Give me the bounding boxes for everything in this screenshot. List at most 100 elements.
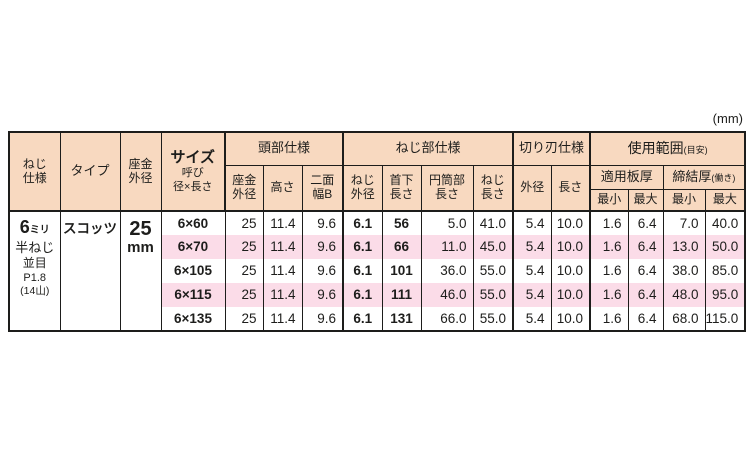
col-header-width-across-flats-line2: 幅B <box>312 186 333 201</box>
cell-blade-od: 5.4 <box>512 259 552 283</box>
col-header-size-sub2: 径×長さ <box>173 180 213 193</box>
cell-head-washer-od: 25 <box>224 283 264 307</box>
col-header-head-washer-od-line2: 外径 <box>232 186 257 201</box>
cell-size: 6×70 <box>160 235 226 259</box>
cell-fasten-min: 68.0 <box>662 307 706 331</box>
cell-size: 6×60 <box>160 210 226 235</box>
usage-range-note: (目安) <box>683 145 708 156</box>
col-header-thread-length: ねじ 長さ <box>472 164 514 212</box>
cell-cylinder-length: 66.0 <box>420 307 474 331</box>
col-header-thread-od: ねじ 外径 <box>342 164 383 212</box>
col-header-size-title: サイズ <box>170 148 216 166</box>
cell-cylinder-length: 11.0 <box>420 235 474 259</box>
col-header-washer-od-line1: 座金 <box>128 156 153 171</box>
cell-head-washer-od: 25 <box>224 235 264 259</box>
fastening-thickness-note: (働き) <box>711 172 736 183</box>
cell-thread-length: 41.0 <box>472 210 514 235</box>
screw-spec-table: ねじ 仕様 タイプ 座金 外径 サイズ 呼び 径×長さ 頭部仕様 ねじ部仕様 切… <box>8 131 747 332</box>
col-header-washer-od: 座金 外径 <box>119 131 162 212</box>
col-header-plate-min: 最小 <box>589 188 629 212</box>
cell-size: 6×135 <box>160 307 226 331</box>
cell-fasten-min: 13.0 <box>662 235 706 259</box>
cell-fasten-min: 7.0 <box>662 210 706 235</box>
subgroup-header-fastening-thickness: 締結厚(働き) <box>662 164 746 190</box>
cell-blade-od: 5.4 <box>512 283 552 307</box>
cell-blade-od: 5.4 <box>512 235 552 259</box>
cell-fasten-max: 50.0 <box>704 235 746 259</box>
cell-plate-min: 1.6 <box>589 259 629 283</box>
cell-head-height: 11.4 <box>262 283 303 307</box>
washer-od-cell: 25 mm <box>119 210 162 331</box>
col-header-fasten-min: 最小 <box>662 188 706 212</box>
cell-plate-min: 1.6 <box>589 307 629 331</box>
cell-blade-length: 10.0 <box>550 283 591 307</box>
cell-plate-min: 1.6 <box>589 235 629 259</box>
group-header-head-spec: 頭部仕様 <box>224 131 344 166</box>
group-header-thread-spec: ねじ部仕様 <box>342 131 514 166</box>
cell-neck-length: 66 <box>381 235 422 259</box>
col-header-head-height: 高さ <box>262 164 303 212</box>
cell-cylinder-length: 46.0 <box>420 283 474 307</box>
col-header-size: サイズ 呼び 径×長さ <box>160 131 226 212</box>
usage-range-label: 使用範囲 <box>627 140 684 157</box>
cell-plate-min: 1.6 <box>589 210 629 235</box>
fastening-thickness-label: 締結厚 <box>672 168 712 184</box>
cell-neck-length: 56 <box>381 210 422 235</box>
group-header-blade-spec: 切り刃仕様 <box>512 131 591 166</box>
col-header-cylinder-length: 円筒部 長さ <box>420 164 474 212</box>
cell-plate-max: 6.4 <box>627 307 664 331</box>
cell-neck-length: 101 <box>381 259 422 283</box>
subgroup-header-plate-thickness: 適用板厚 <box>589 164 664 190</box>
type-value: スコッツ <box>63 221 117 236</box>
type-cell: スコッツ <box>59 210 121 331</box>
cell-head-washer-od: 25 <box>224 210 264 235</box>
col-header-type: タイプ <box>59 131 121 212</box>
cell-plate-max: 6.4 <box>627 259 664 283</box>
col-header-cylinder-length-line1: 円筒部 <box>428 172 465 187</box>
cell-head-washer-od: 25 <box>224 307 264 331</box>
cell-fasten-max: 115.0 <box>704 307 746 331</box>
cell-fasten-min: 38.0 <box>662 259 706 283</box>
screw-spec-stack: 6ミリ 半ねじ 並目 P1.8 (14山) <box>10 213 59 298</box>
cell-thread-length: 55.0 <box>472 259 514 283</box>
col-header-width-across-flats-line1: 二面 <box>310 172 335 187</box>
cell-fasten-max: 40.0 <box>704 210 746 235</box>
col-header-head-washer-od-line1: 座金 <box>232 172 257 187</box>
cell-fasten-min: 48.0 <box>662 283 706 307</box>
cell-blade-length: 10.0 <box>550 307 591 331</box>
cell-blade-length: 10.0 <box>550 259 591 283</box>
cell-thread-length: 55.0 <box>472 283 514 307</box>
thread-type-label: 半ねじ <box>15 239 55 255</box>
col-header-thread-od-line2: 外径 <box>350 186 375 201</box>
group-header-usage-range: 使用範囲(目安) <box>588 131 746 166</box>
cell-width-across-flats: 9.6 <box>301 307 344 331</box>
col-header-thread-length-line1: ねじ <box>480 172 505 187</box>
cell-blade-od: 5.4 <box>512 210 552 235</box>
cell-thread-od: 6.1 <box>342 283 383 307</box>
cell-head-height: 11.4 <box>262 235 303 259</box>
cell-plate-max: 6.4 <box>627 235 664 259</box>
cell-thread-od: 6.1 <box>342 307 383 331</box>
cell-thread-od: 6.1 <box>342 235 383 259</box>
cell-fasten-max: 95.0 <box>704 283 746 307</box>
cell-blade-length: 10.0 <box>550 235 591 259</box>
diameter-unit: ミリ <box>29 225 50 236</box>
cell-head-height: 11.4 <box>262 210 303 235</box>
cell-thread-od: 6.1 <box>342 259 383 283</box>
cell-width-across-flats: 9.6 <box>301 210 344 235</box>
cell-neck-length: 111 <box>381 283 422 307</box>
cell-plate-max: 6.4 <box>627 283 664 307</box>
cell-head-height: 11.4 <box>262 307 303 331</box>
col-header-screw-spec: ねじ 仕様 <box>8 131 61 212</box>
cell-thread-length: 55.0 <box>472 307 514 331</box>
col-header-head-washer-od: 座金 外径 <box>224 164 264 212</box>
cell-cylinder-length: 36.0 <box>420 259 474 283</box>
col-header-blade-length: 長さ <box>550 164 591 212</box>
col-header-blade-od: 外径 <box>512 164 552 212</box>
col-header-thread-length-line2: 長さ <box>480 186 505 201</box>
washer-od-value: 25 <box>129 218 152 240</box>
cell-width-across-flats: 9.6 <box>301 283 344 307</box>
cell-head-height: 11.4 <box>262 259 303 283</box>
col-header-cylinder-length-line2: 長さ <box>434 186 459 201</box>
